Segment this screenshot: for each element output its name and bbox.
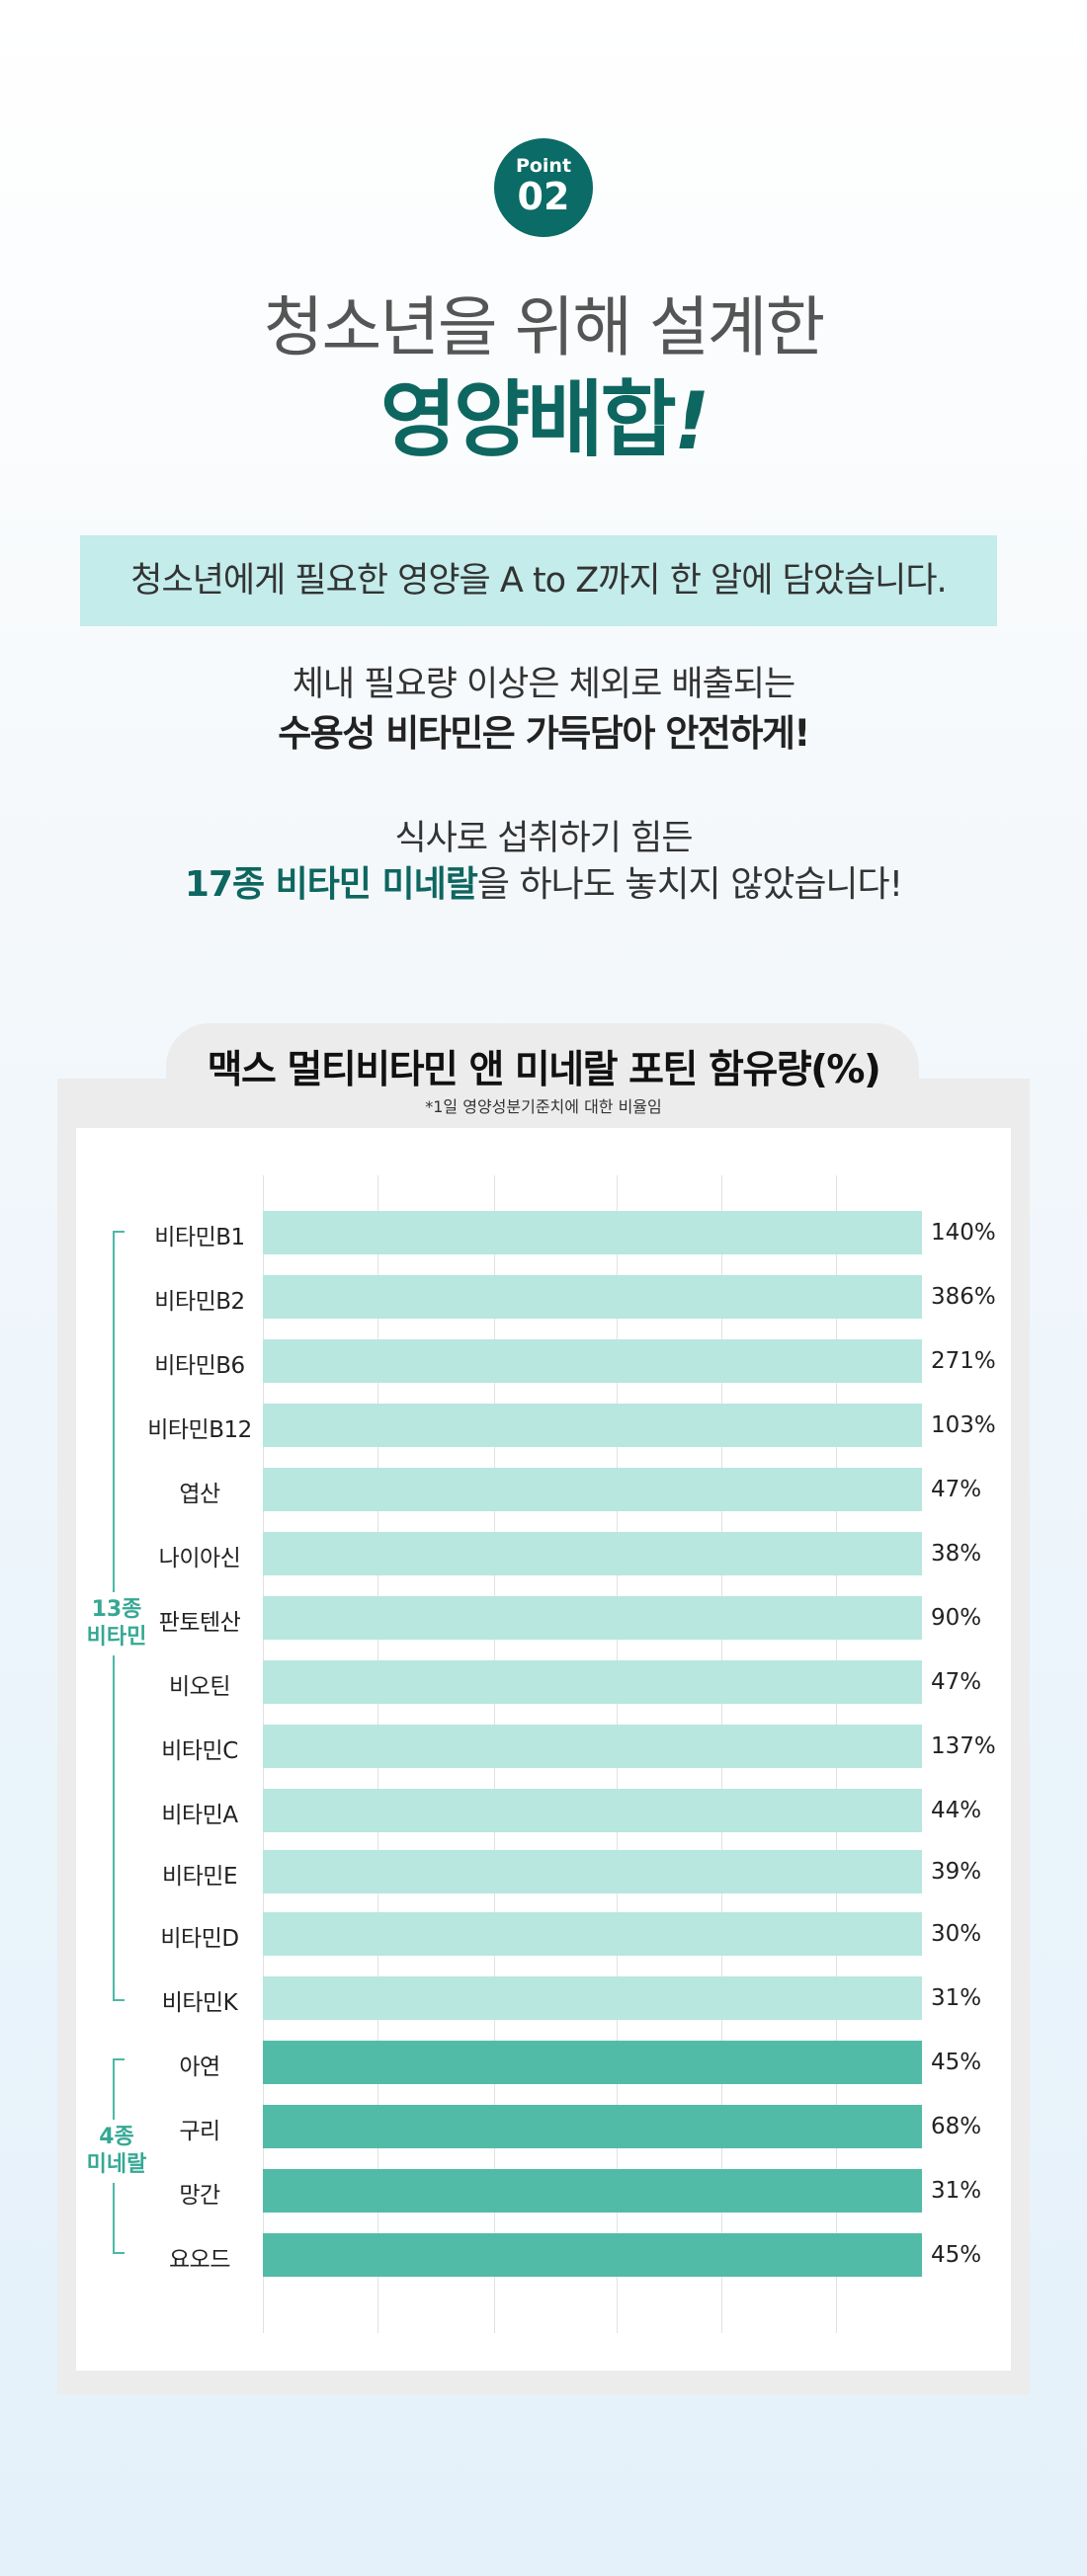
bar-label: 아연 <box>179 2054 220 2080</box>
bar-value-label: 47% <box>931 1477 982 1502</box>
bar-label: 비타민B2 <box>154 1289 245 1315</box>
chart-title: 맥스 멀티비타민 앤 미네랄 포틴 함유량(%) <box>207 1048 881 1092</box>
bar-망간 <box>263 2169 922 2213</box>
point-number: 02 <box>517 175 570 218</box>
desc-line1: 체내 필요량 이상은 체외로 배출되는 <box>292 665 796 704</box>
bar-비타민B12 <box>263 1404 922 1447</box>
bar-label: 판토텐산 <box>158 1610 241 1636</box>
group-label-line2: 미네랄 <box>86 2152 147 2177</box>
bar-value-label: 31% <box>931 1985 982 2011</box>
bar-value-label: 39% <box>931 1859 982 1885</box>
bar-value-label: 103% <box>931 1412 996 1438</box>
bar-value-label: 68% <box>931 2114 982 2139</box>
desc-line3: 식사로 섭취하기 힘든 <box>394 819 693 858</box>
bar-value-label: 30% <box>931 1921 982 1947</box>
bar-value-label: 47% <box>931 1669 982 1695</box>
bar-value-label: 44% <box>931 1798 982 1823</box>
bracket-gap <box>99 2120 138 2183</box>
bar-label: 비타민D <box>160 1926 239 1952</box>
group-label-line1: 4종 <box>99 2125 134 2149</box>
bar-엽산 <box>263 1468 922 1511</box>
summary-box: 청소년에게 필요한 영양을 A to Z까지 한 알에 담았습니다. <box>80 535 997 626</box>
bar-비타민B6 <box>263 1339 922 1383</box>
bar-value-label: 31% <box>931 2178 982 2204</box>
bar-요오드 <box>263 2233 922 2277</box>
bar-label: 비타민B1 <box>154 1225 245 1250</box>
bar-비타민B2 <box>263 1275 922 1319</box>
desc-highlight: 17종 비타민 미네랄 <box>184 864 478 905</box>
desc-line4-rest: 을 하나도 놓치지 않았습니다! <box>476 864 903 905</box>
bar-비타민A <box>263 1789 922 1832</box>
desc-line4: 17종 비타민 미네랄을 하나도 놓치지 않았습니다! <box>0 855 1087 907</box>
headline-line2: 영양배합! <box>0 354 1087 473</box>
desc-line2: 수용성 비타민은 가득담아 안전하게! <box>278 712 810 755</box>
bar-label: 비타민A <box>161 1803 238 1828</box>
bar-비타민K <box>263 1976 922 2020</box>
bar-value-label: 90% <box>931 1605 982 1631</box>
bar-value-label: 271% <box>931 1348 996 1374</box>
bar-label: 비타민E <box>161 1864 238 1890</box>
point-badge: Point 02 <box>494 138 593 237</box>
group-label-line1: 13종 <box>91 1597 142 1622</box>
bar-비오틴 <box>263 1660 922 1704</box>
bar-나이아신 <box>263 1532 922 1575</box>
bar-비타민E <box>263 1850 922 1893</box>
point-label: Point <box>515 155 572 177</box>
group-label-line2: 비타민 <box>86 1625 147 1650</box>
bar-value-label: 140% <box>931 1220 996 1246</box>
bar-label: 비오틴 <box>169 1674 230 1700</box>
bar-비타민D <box>263 1912 922 1956</box>
headline-line2-text: 영양배합 <box>379 371 677 468</box>
bar-label: 비타민C <box>161 1738 238 1764</box>
bar-value-label: 45% <box>931 2050 982 2075</box>
bar-비타민B1 <box>263 1211 922 1254</box>
bar-구리 <box>263 2105 922 2148</box>
bar-label: 나이아신 <box>158 1546 241 1571</box>
bar-value-label: 386% <box>931 1284 996 1310</box>
bracket-gap <box>99 1592 138 1655</box>
chart-note: *1일 영양성분기준치에 대한 비율임 <box>425 1097 662 1116</box>
bar-label: 비타민B6 <box>154 1353 245 1379</box>
bar-아연 <box>263 2041 922 2084</box>
bar-value-label: 38% <box>931 1541 982 1567</box>
bar-value-label: 137% <box>931 1733 996 1759</box>
bar-label: 엽산 <box>179 1482 220 1507</box>
bar-label: 구리 <box>179 2119 220 2144</box>
bar-label: 망간 <box>179 2183 220 2209</box>
bar-비타민C <box>263 1725 922 1768</box>
headline-line1: 청소년을 위해 설계한 <box>263 289 825 365</box>
bar-label: 비타민B12 <box>147 1417 252 1443</box>
headline-exclamation: ! <box>673 375 711 467</box>
bar-판토텐산 <box>263 1596 922 1640</box>
bar-value-label: 45% <box>931 2242 982 2268</box>
bar-label: 요오드 <box>169 2247 230 2273</box>
bar-label: 비타민K <box>161 1990 238 2016</box>
